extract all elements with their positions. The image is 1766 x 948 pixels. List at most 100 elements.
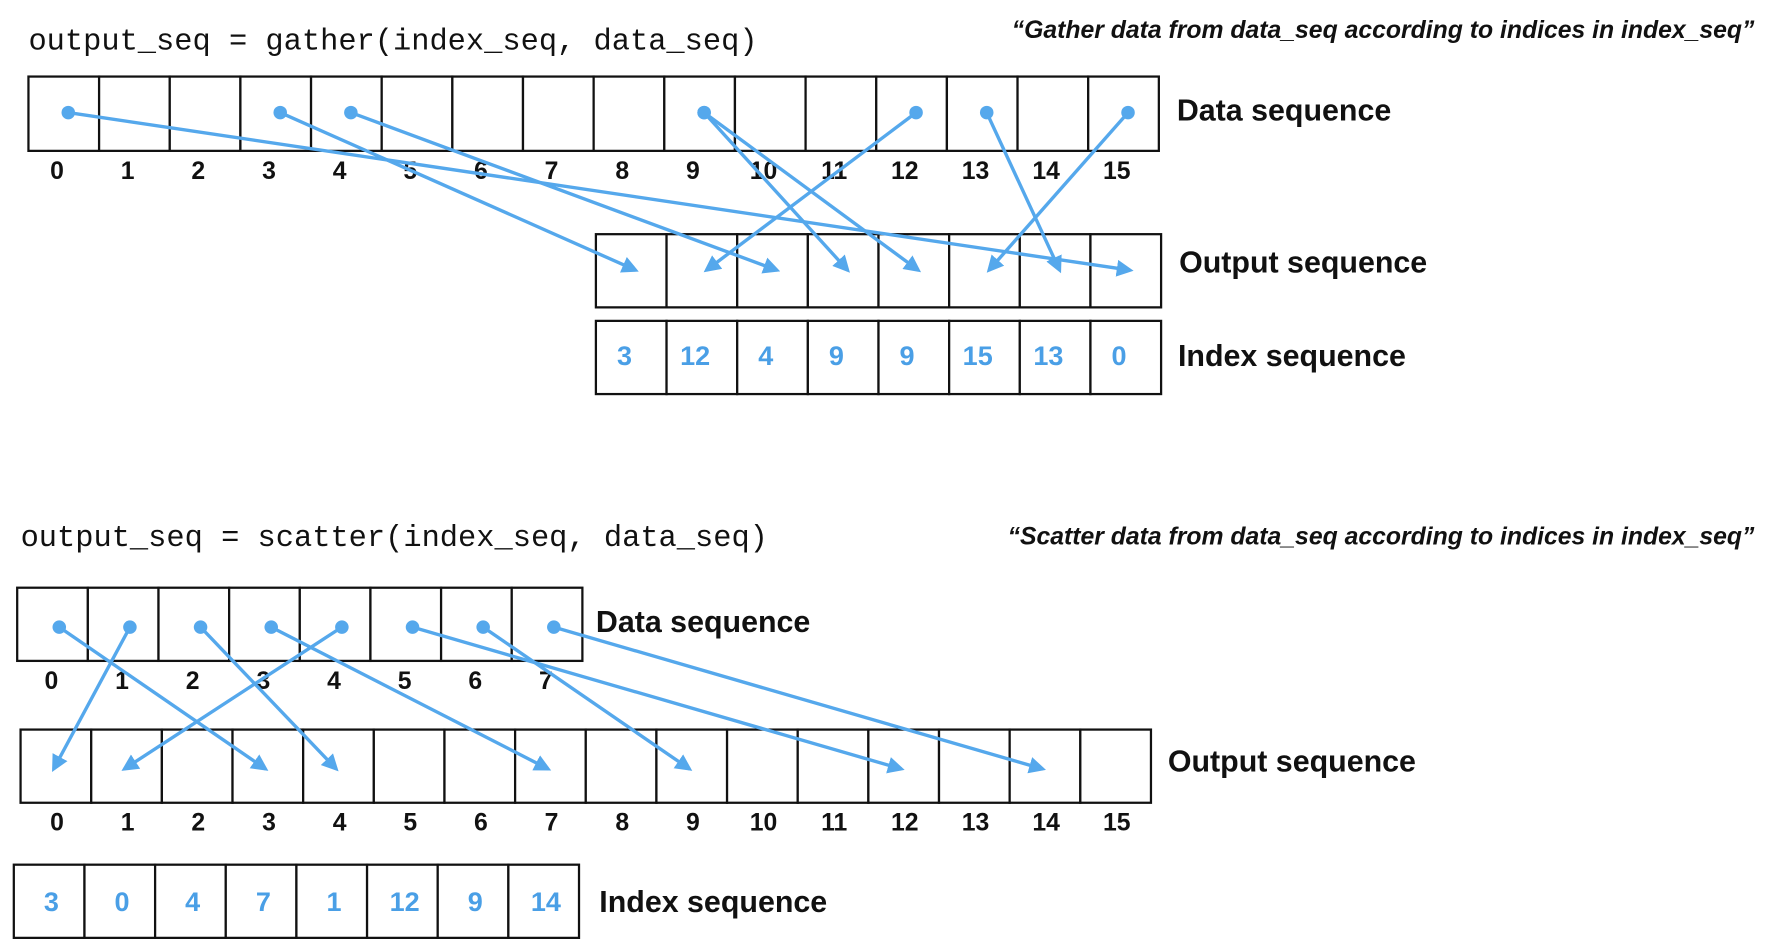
arrows <box>52 105 1135 774</box>
arrow-dot <box>193 620 208 634</box>
scatter-quote: “Scatter data from data_seq according to… <box>1008 524 1755 551</box>
gather-quote: “Gather data from data_seq according to … <box>1012 17 1755 44</box>
index-value: 3 <box>617 341 632 371</box>
index-cell <box>153 863 227 939</box>
arrow <box>68 110 1134 277</box>
output-cell <box>513 728 587 804</box>
index-cell <box>594 319 668 396</box>
arrow-dot <box>264 620 278 634</box>
gather-data-label: Data sequence <box>1177 94 1391 128</box>
index-cell <box>365 863 439 939</box>
output-cell <box>19 728 93 804</box>
position-label: 0 <box>45 668 59 695</box>
position-label: 14 <box>1032 158 1060 185</box>
arrow <box>199 625 339 772</box>
arrow <box>553 625 1046 774</box>
position-label: 4 <box>327 668 341 695</box>
data-cell <box>298 586 372 663</box>
arrow-dot <box>52 620 67 634</box>
data-cell <box>157 586 231 663</box>
data-cell <box>1016 75 1090 152</box>
position-label: 6 <box>474 810 488 837</box>
output-cell <box>655 728 729 804</box>
arrow <box>279 111 639 273</box>
position-label: 7 <box>545 810 559 837</box>
data-cell <box>380 75 454 152</box>
arrow-dot <box>61 105 76 120</box>
position-label: 2 <box>191 158 205 185</box>
output-cell <box>231 728 305 804</box>
position-label: 4 <box>333 810 347 837</box>
output-cell <box>160 728 234 804</box>
arrow <box>58 625 269 771</box>
arrow <box>270 625 552 771</box>
position-label: 5 <box>398 668 412 695</box>
index-value: 3 <box>44 887 59 917</box>
index-value: 9 <box>829 341 844 371</box>
data-cell <box>510 586 584 663</box>
arrow-dot <box>979 105 994 120</box>
output-cell <box>302 728 375 804</box>
output-cell <box>877 233 951 309</box>
scatter-index-label: Index sequence <box>599 885 827 919</box>
index-value: 9 <box>468 887 483 917</box>
arrow <box>703 111 922 273</box>
arrow <box>482 625 693 771</box>
position-label: 2 <box>186 668 200 695</box>
output-cell <box>372 728 446 804</box>
scatter-output-label: Output sequence <box>1168 744 1416 778</box>
output-cell <box>806 233 880 309</box>
position-label: 6 <box>468 668 482 695</box>
position-label: 3 <box>262 158 276 185</box>
gather-index-label: Index sequence <box>1178 339 1406 373</box>
position-label: 4 <box>333 158 347 185</box>
data-cell <box>168 75 242 152</box>
scatter-data-label: Data sequence <box>596 605 810 639</box>
arrow <box>121 625 343 771</box>
position-label: 15 <box>1103 810 1131 837</box>
output-cell <box>867 728 941 804</box>
gather-output-label: Output sequence <box>1179 246 1427 280</box>
gather-code: output_seq = gather(index_seq, data_seq) <box>28 26 757 60</box>
index-value: 0 <box>115 887 130 917</box>
output-cell <box>443 728 517 804</box>
output-cell <box>1018 233 1092 309</box>
data-cell <box>521 75 595 152</box>
data-cell <box>97 75 171 152</box>
position-label: 6 <box>474 158 488 185</box>
position-label: 0 <box>50 810 64 837</box>
index-cell <box>295 863 369 939</box>
index-value: 13 <box>1033 341 1063 371</box>
data-cell <box>439 586 513 663</box>
output-cell <box>1079 728 1153 804</box>
arrow <box>986 111 1130 273</box>
arrow-dot <box>697 105 711 120</box>
index-cell <box>507 863 581 939</box>
scatter-code: output_seq = scatter(index_seq, data_seq… <box>21 522 768 556</box>
output-cell <box>725 728 799 804</box>
data-cell <box>16 586 89 663</box>
arrow-dot <box>344 105 358 120</box>
output-cell <box>1008 728 1082 804</box>
data-cell <box>369 586 443 663</box>
index-cell <box>948 319 1021 396</box>
arrow-dot <box>405 620 420 634</box>
position-label: 1 <box>121 810 135 837</box>
arrow-dot <box>909 105 923 120</box>
position-label: 0 <box>50 158 64 185</box>
data-cell <box>592 75 666 152</box>
position-label: 13 <box>962 810 990 837</box>
arrow-dot <box>123 620 137 634</box>
position-label: 8 <box>615 158 629 185</box>
index-value: 4 <box>758 341 773 371</box>
arrow-dot <box>273 105 287 120</box>
position-label: 14 <box>1032 810 1060 837</box>
position-label: 5 <box>403 810 417 837</box>
output-cell <box>665 233 739 309</box>
index-cell <box>877 319 951 396</box>
data-cell <box>451 75 525 152</box>
index-cell <box>83 863 157 939</box>
position-label: 3 <box>262 810 276 837</box>
arrow-dot <box>476 620 490 634</box>
